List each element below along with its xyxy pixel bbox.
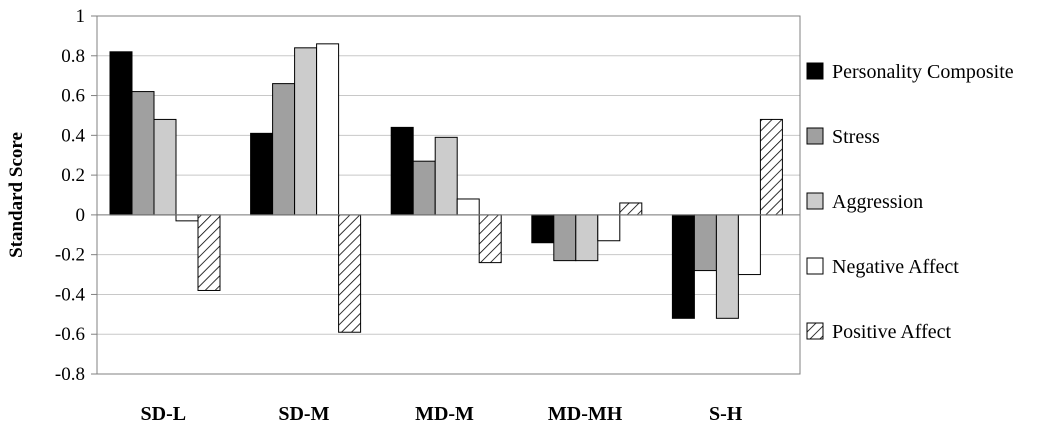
y-tick-label: -0.4 (55, 284, 86, 305)
legend-swatch (806, 322, 824, 340)
bar-md-mh-stress (553, 214, 577, 262)
x-category-label: MD-MH (548, 403, 623, 425)
legend-label: Negative Affect (832, 256, 959, 278)
bar-md-m-positive-affect (478, 214, 502, 264)
legend-label: Aggression (832, 191, 923, 213)
bar-sd-m-stress (272, 83, 296, 216)
y-tick-label: -0.6 (55, 324, 85, 345)
bars (109, 43, 783, 333)
bar-s-h-positive-affect (759, 118, 783, 216)
y-tick-label: -0.8 (55, 364, 85, 385)
x-category-label: SD-L (141, 403, 187, 425)
bar-md-m-personality-composite (390, 126, 414, 216)
legend-swatch (806, 192, 824, 210)
legend-swatch (806, 257, 824, 275)
bar-md-m-stress (412, 160, 436, 216)
bar-md-mh-aggression (575, 214, 599, 262)
bar-sd-m-positive-affect (338, 214, 362, 333)
y-axis-title: Standard Score (6, 132, 27, 258)
bar-s-h-negative-affect (737, 214, 761, 276)
legend: Personality Composite Stress Aggression Neg… (806, 61, 1014, 343)
bar-md-mh-positive-affect (619, 202, 643, 216)
y-tick-label: 0.8 (61, 46, 85, 67)
x-category-label: MD-M (415, 403, 474, 425)
bar-sd-l-positive-affect (197, 214, 221, 291)
y-tick-label: 0 (76, 205, 86, 226)
legend-swatch (806, 127, 824, 145)
legend-label: Positive Affect (832, 321, 952, 343)
bar-sd-m-aggression (294, 47, 318, 216)
y-tick-label: 0.4 (61, 125, 85, 146)
y-tick-label: -0.2 (55, 245, 85, 266)
bar-md-mh-personality-composite (531, 214, 555, 244)
bar-sd-l-stress (131, 91, 155, 216)
y-tick-label: 0.6 (61, 86, 85, 107)
plot-area-frame (96, 15, 801, 375)
legend-swatch (806, 62, 824, 80)
bar-sd-l-negative-affect (175, 214, 199, 222)
axes: 1 0.8 0.6 0.4 0.2 0 -0.2 -0.4 -0.6 -0.8 SD-L SD-M MD… (55, 6, 800, 425)
legend-label: Personality Composite (832, 61, 1014, 83)
bar-sd-l-personality-composite (109, 51, 133, 216)
bar-sd-m-personality-composite (250, 132, 274, 216)
y-tick-label: 1 (76, 6, 86, 27)
bar-s-h-stress (693, 214, 717, 272)
bar-sd-l-aggression (153, 118, 177, 216)
legend-label: Stress (832, 126, 880, 148)
bar-md-m-aggression (434, 136, 458, 216)
bar-md-m-negative-affect (456, 198, 480, 216)
x-category-label: S-H (709, 403, 743, 425)
bar-md-mh-negative-affect (597, 214, 621, 242)
bar-s-h-personality-composite (671, 214, 695, 319)
bar-s-h-aggression (715, 214, 739, 319)
bar-sd-m-negative-affect (316, 43, 340, 216)
x-category-label: SD-M (278, 403, 329, 425)
y-tick-label: 0.2 (61, 165, 85, 186)
